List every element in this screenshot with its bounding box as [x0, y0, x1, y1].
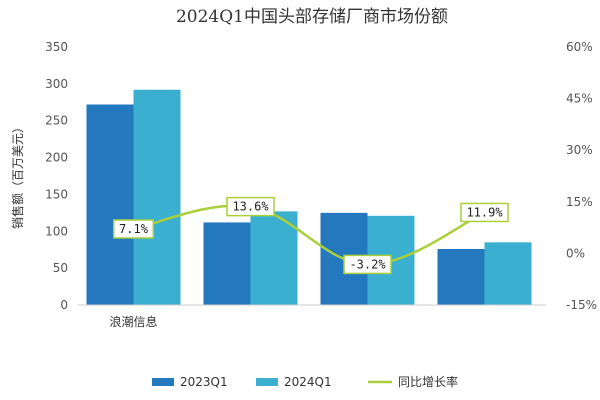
y-tick-label: 300	[45, 77, 68, 91]
bar-2023Q1-3	[437, 248, 485, 305]
growth-label: 11.9%	[466, 205, 503, 219]
y2-tick-label: 30%	[566, 143, 593, 157]
y-tick-label: 0	[60, 298, 68, 312]
category-labels: 浪潮信息	[109, 314, 157, 329]
growth-label-box	[343, 254, 392, 275]
growth-label-box	[226, 196, 275, 217]
legend-label-2024Q1: 2024Q1	[284, 375, 332, 389]
bar-2024Q1-0	[133, 89, 181, 305]
growth-line-path	[133, 204, 486, 266]
bars	[86, 89, 532, 305]
category-label: 浪潮信息	[109, 314, 157, 329]
legend-label-growth: 同比增长率	[398, 374, 458, 389]
y2-tick-label: -15%	[566, 298, 597, 312]
growth-line: 7.1% 13.6% -3.2% 11.9%	[112, 196, 509, 275]
growth-label-box	[112, 219, 155, 239]
legend-label-2023Q1: 2023Q1	[180, 375, 228, 389]
y-tick-label: 150	[45, 187, 68, 201]
y2-tick-label: 45%	[566, 92, 593, 106]
bar-2024Q1-1	[250, 211, 298, 305]
chart-title: 2024Q1中国头部存储厂商市场份额	[176, 7, 448, 27]
y2-tick-label: 0%	[566, 246, 585, 260]
y-tick-label: 100	[45, 224, 68, 238]
growth-label: 7.1%	[119, 222, 149, 236]
y-tick-label: 350	[45, 40, 68, 54]
y2-tick-label: 60%	[566, 40, 593, 54]
y-axis-ticks: 0 50 100 150 200 250 300 350	[45, 40, 68, 312]
growth-label: -3.2%	[349, 257, 386, 271]
bar-2023Q1-0	[86, 104, 134, 305]
y-tick-label: 200	[45, 151, 68, 165]
y-tick-label: 250	[45, 114, 68, 128]
growth-label-box	[460, 202, 509, 223]
bar-2023Q1-1	[203, 222, 251, 305]
bar-2024Q1-3	[484, 242, 532, 305]
y2-tick-label: 15%	[566, 195, 593, 209]
legend-swatch-2023Q1	[152, 378, 174, 386]
y-tick-label: 50	[53, 261, 68, 275]
legend: 2023Q1 2024Q1 同比增长率	[152, 374, 458, 389]
y2-axis-ticks: -15% 0% 15% 30% 45% 60%	[566, 40, 597, 312]
legend-swatch-2024Q1	[256, 378, 278, 386]
growth-label: 13.6%	[232, 200, 269, 214]
y-axis-label: 销售额（百万美元）	[10, 121, 25, 229]
